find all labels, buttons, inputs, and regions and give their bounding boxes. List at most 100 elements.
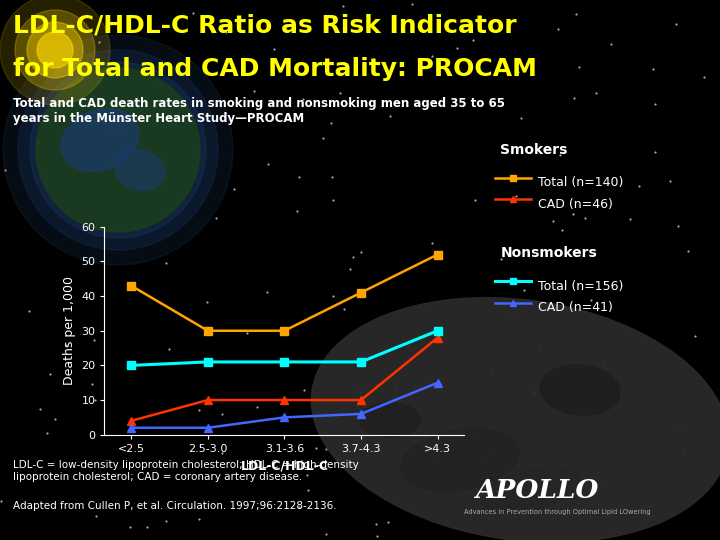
Circle shape	[27, 22, 83, 78]
Point	[124, 523, 135, 531]
Point	[163, 344, 175, 353]
Point	[160, 516, 171, 525]
Point	[372, 438, 383, 447]
Point	[292, 206, 303, 215]
Point	[672, 222, 684, 231]
Point	[114, 130, 125, 138]
Point	[328, 195, 339, 204]
Point	[187, 9, 199, 18]
Circle shape	[15, 10, 95, 90]
Point	[90, 511, 102, 520]
Point	[242, 329, 253, 338]
Point	[302, 486, 314, 495]
Ellipse shape	[115, 150, 165, 191]
Point	[689, 332, 701, 340]
Point	[32, 138, 44, 146]
Point	[220, 28, 232, 36]
Point	[251, 403, 263, 411]
Point	[60, 341, 72, 349]
Circle shape	[37, 32, 73, 68]
Point	[512, 68, 523, 77]
Point	[382, 517, 393, 526]
Point	[647, 64, 658, 73]
Point	[633, 181, 644, 190]
Point	[665, 177, 676, 185]
Point	[320, 445, 331, 454]
Point	[600, 478, 611, 487]
Point	[542, 479, 554, 488]
Point	[89, 336, 100, 345]
Point	[486, 364, 498, 373]
Point	[293, 172, 305, 181]
Text: Total and CAD death rates in smoking and nonsmoking men aged 35 to 65
years in t: Total and CAD death rates in smoking and…	[13, 97, 505, 125]
Point	[370, 380, 382, 389]
Point	[42, 429, 53, 437]
Point	[476, 501, 487, 510]
Point	[678, 447, 690, 455]
Ellipse shape	[311, 298, 720, 540]
Point	[698, 73, 710, 82]
Point	[598, 357, 609, 366]
Ellipse shape	[482, 467, 579, 513]
Point	[160, 259, 171, 267]
Point	[570, 10, 582, 19]
Point	[348, 252, 359, 261]
Point	[46, 105, 58, 114]
Point	[649, 147, 661, 156]
Point	[427, 239, 438, 247]
Point	[426, 52, 438, 60]
Point	[34, 405, 45, 414]
Text: LDL-C/HDL-C Ratio as Risk Indicator: LDL-C/HDL-C Ratio as Risk Indicator	[13, 14, 516, 37]
Ellipse shape	[401, 429, 519, 491]
Point	[451, 44, 462, 52]
Point	[505, 310, 516, 319]
Point	[548, 217, 559, 226]
X-axis label: LDL-C/HDL-C: LDL-C/HDL-C	[240, 460, 328, 472]
Circle shape	[36, 68, 200, 232]
Point	[483, 444, 495, 453]
Point	[320, 530, 332, 538]
Point	[534, 340, 546, 349]
Point	[337, 2, 348, 10]
Text: Total (n=156): Total (n=156)	[538, 280, 624, 293]
Point	[228, 185, 239, 193]
Point	[301, 470, 312, 479]
Point	[590, 89, 602, 98]
Point	[371, 531, 382, 540]
Point	[518, 286, 530, 295]
Point	[0, 166, 11, 174]
Point	[371, 519, 382, 528]
Point	[331, 455, 343, 464]
Point	[682, 247, 693, 255]
Text: Total (n=140): Total (n=140)	[538, 176, 624, 189]
Point	[670, 20, 682, 29]
Point	[49, 415, 60, 423]
Point	[495, 254, 507, 263]
Point	[193, 405, 204, 414]
Point	[528, 387, 540, 395]
Y-axis label: Deaths per 1,000: Deaths per 1,000	[63, 276, 76, 385]
Text: Advances in Prevention through Optimal Lipid LOwering: Advances in Prevention through Optimal L…	[464, 509, 651, 515]
Text: CAD (n=46): CAD (n=46)	[538, 198, 613, 211]
Ellipse shape	[540, 365, 620, 415]
Point	[554, 151, 566, 160]
Point	[605, 39, 616, 48]
Point	[432, 457, 444, 465]
Point	[510, 192, 522, 200]
Point	[334, 89, 346, 97]
Point	[0, 497, 6, 506]
Point	[261, 288, 272, 296]
Point	[355, 248, 366, 256]
Text: CAD (n=41): CAD (n=41)	[538, 301, 613, 314]
Point	[217, 410, 228, 418]
Ellipse shape	[360, 402, 420, 437]
Point	[556, 225, 567, 234]
Point	[573, 62, 585, 71]
Point	[580, 214, 591, 222]
Text: APOLLO: APOLLO	[475, 478, 598, 503]
Point	[344, 265, 356, 273]
Ellipse shape	[61, 109, 139, 171]
Point	[469, 196, 480, 205]
Point	[354, 388, 366, 396]
Point	[194, 514, 205, 523]
